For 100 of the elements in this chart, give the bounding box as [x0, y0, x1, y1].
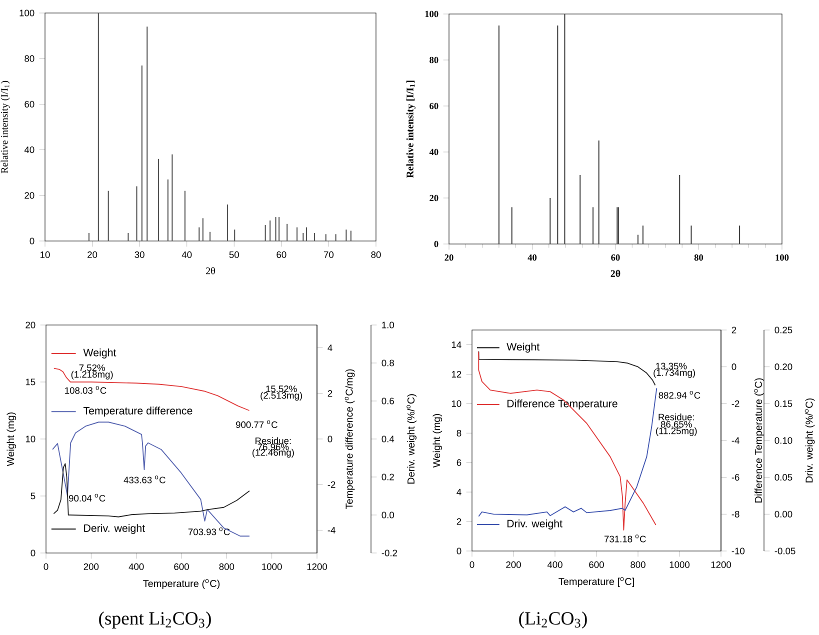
- annotation: 731.18 $^{o}$C: [604, 534, 646, 542]
- legend-label: Deriv. weight: [84, 524, 145, 534]
- x-tick-label: 20: [444, 254, 454, 261]
- y-tick-label: 5: [30, 492, 36, 500]
- annotation: (12.46mg): [252, 448, 294, 458]
- y3-tick-label: 0.05: [774, 474, 792, 481]
- y3-tick-label: 0.4: [382, 436, 394, 442]
- y-axis-title: Relative intensity (I/I$_{1}$): [0, 80, 10, 174]
- y-tick-label: 10: [26, 436, 36, 442]
- annotation: 703.93 $^{o}$C: [188, 527, 230, 536]
- y3-tick-label: 0.10: [774, 437, 792, 444]
- annotation: 433.63 $^{o}$C: [124, 476, 166, 484]
- x-tick-label: 80: [371, 251, 381, 258]
- x-tick-label: 800: [630, 561, 646, 568]
- annotation: (1.734mg): [654, 369, 695, 378]
- annotation: (1.218mg): [71, 370, 113, 380]
- y-tick-label: 60: [430, 102, 438, 110]
- annotation: 15.52%: [266, 386, 297, 392]
- annotation: 90.04 $^{o}$C: [69, 494, 106, 502]
- x-tick-label: 600: [174, 563, 189, 570]
- y2-tick-label: -4: [732, 437, 740, 444]
- y-tick-label: 0: [30, 550, 36, 556]
- legend-label: Driv. weight: [507, 519, 562, 530]
- x-tick-label: 40: [528, 254, 537, 261]
- y2-tick-label: -6: [732, 474, 740, 481]
- annotation: 76.96%: [258, 444, 289, 450]
- x-axis-title: Temperature [$^{o}$C]: [558, 577, 634, 588]
- y3-axis-title: Driv. weight (%/$^{o}$C): [804, 398, 815, 482]
- y2-tick-label: -4: [328, 526, 336, 534]
- y3-tick-label: 0.20: [774, 364, 792, 370]
- y-axis-title: Relative intensity [I/I$_{1}$]: [406, 80, 416, 178]
- y2-tick-label: -2: [732, 400, 740, 407]
- y3-tick-label: 0.6: [382, 398, 394, 404]
- y-axis-title: Weight (mg): [432, 414, 442, 468]
- y-tick-label: 0: [434, 240, 438, 248]
- x-tick-label: 800: [219, 563, 234, 570]
- x-axis-title: Temperature ($^{o}$C): [143, 579, 220, 590]
- y-tick-label: 60: [24, 100, 34, 108]
- y-tick-label: 2: [456, 518, 462, 525]
- annotation: 900.77 $^{o}$C: [236, 420, 278, 428]
- x-tick-label: 20: [88, 251, 98, 258]
- x-tick-label: 400: [128, 563, 144, 570]
- y-tick-label: 20: [24, 192, 34, 199]
- y3-tick-label: 0.2: [382, 474, 394, 480]
- x-tick-label: 0: [44, 563, 48, 570]
- x-tick-label: 40: [182, 251, 192, 258]
- y2-tick-label: -10: [732, 548, 745, 554]
- x-tick-label: 0: [470, 561, 474, 568]
- y-axis-title: Weight (mg): [6, 412, 16, 466]
- y2-tick-label: 0: [732, 364, 736, 370]
- annotation: 882.94 $^{o}$C: [658, 390, 700, 399]
- x-tick-label: 1000: [670, 561, 690, 568]
- x-tick-label: 70: [324, 251, 334, 258]
- y2-tick-label: 2: [328, 390, 332, 397]
- y-tick-label: 40: [429, 148, 438, 156]
- x-axis-title: 2θ: [206, 267, 215, 274]
- legend-label: Weight: [506, 342, 540, 353]
- y-tick-label: 100: [20, 10, 34, 16]
- x-tick-label: 200: [84, 563, 99, 570]
- legend-label: Temperature difference: [83, 406, 192, 417]
- x-tick-label: 600: [589, 561, 604, 568]
- y2-tick-label: -2: [328, 481, 336, 488]
- y-tick-label: 0: [30, 238, 34, 244]
- legend-label: Weight: [83, 348, 116, 358]
- y-tick-label: 0: [456, 548, 462, 554]
- y-tick-label: 10: [452, 400, 462, 407]
- y3-axis-title: Deriv. weight (%/$^{o}$C): [406, 394, 416, 484]
- annotation: (11.25mg): [656, 427, 697, 436]
- y3-tick-label: 0.8: [382, 360, 394, 366]
- x-tick-label: 1000: [262, 563, 282, 570]
- y-tick-label: 15: [26, 378, 36, 386]
- y-tick-label: 6: [456, 459, 462, 466]
- line-series: [478, 388, 658, 517]
- x-tick-label: 100: [776, 254, 789, 261]
- annotation: 7.52%: [79, 364, 105, 372]
- x-tick-label: 1200: [711, 561, 732, 568]
- annotation: Residue:: [658, 414, 694, 420]
- y-tick-label: 8: [456, 430, 462, 436]
- annotation: Residue:: [256, 437, 291, 444]
- text: (Li$_{2}$CO$_{3}$): [519, 612, 587, 628]
- y2-tick-label: 2: [732, 326, 736, 334]
- y-tick-label: 12: [452, 370, 462, 378]
- y-tick-label: 80: [430, 56, 438, 64]
- x-tick-label: 50: [229, 251, 239, 258]
- x-tick-label: 80: [694, 254, 704, 261]
- x-tick-label: 60: [611, 254, 620, 261]
- y-tick-label: 14: [452, 342, 462, 348]
- x-tick-label: 30: [134, 251, 144, 258]
- y3-tick-label: -0.2: [382, 550, 398, 556]
- y2-axis-title: Difference Temperature ($^{o}$C): [754, 378, 764, 502]
- y3-tick-label: 0.0: [382, 512, 394, 518]
- y3-tick-label: 1.0: [382, 322, 394, 328]
- y-tick-label: 4: [456, 488, 462, 496]
- y2-tick-label: 4: [328, 344, 332, 351]
- x-tick-label: 10: [40, 251, 50, 258]
- annotation: 86.65%: [660, 421, 692, 428]
- x-tick-label: 1200: [307, 563, 328, 570]
- y-tick-label: 20: [26, 322, 36, 328]
- y-tick-label: 20: [430, 194, 438, 202]
- y-tick-label: 40: [24, 146, 34, 154]
